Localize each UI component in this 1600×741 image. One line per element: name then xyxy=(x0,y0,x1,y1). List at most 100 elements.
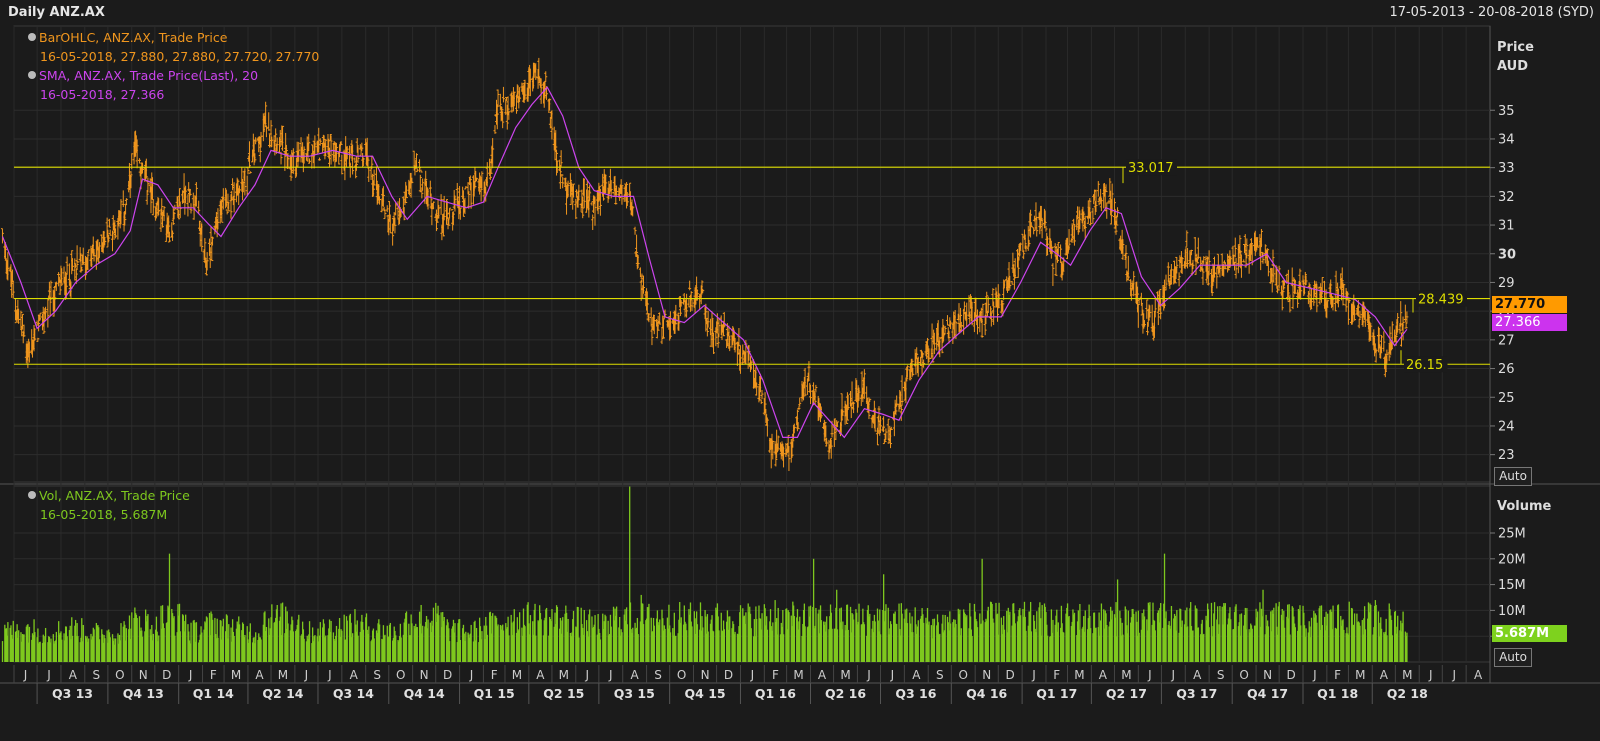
volume-bar xyxy=(416,627,418,662)
volume-bar xyxy=(1157,610,1160,662)
volume-bar xyxy=(553,626,555,662)
volume-bar xyxy=(211,613,213,662)
volume-bar xyxy=(667,628,669,662)
volume-bar xyxy=(1369,603,1371,662)
volume-bar xyxy=(630,629,632,662)
volume-bar xyxy=(275,609,278,662)
volume-bar xyxy=(1315,615,1317,662)
volume-bar xyxy=(512,621,515,662)
volume-bar xyxy=(847,629,849,662)
volume-bar xyxy=(679,622,682,662)
volume-bar xyxy=(894,611,896,662)
volume-bar xyxy=(712,630,714,662)
volume-bar xyxy=(1205,615,1207,662)
volume-bar xyxy=(362,629,365,662)
volume-bar xyxy=(518,629,520,662)
volume-bar xyxy=(1056,631,1059,662)
volume-bar xyxy=(792,601,794,662)
volume-bar xyxy=(589,609,591,662)
volume-bar xyxy=(813,628,816,662)
volume-bar xyxy=(695,611,698,662)
volume-bar xyxy=(527,602,529,662)
volume-bar xyxy=(1250,625,1253,662)
volume-bar xyxy=(58,634,61,662)
volume-bar xyxy=(381,638,383,662)
volume-bar xyxy=(1146,619,1148,662)
volume-bar xyxy=(637,634,639,662)
title-bar: Daily ANZ.AX 17-05-2013 - 20-08-2018 (SY… xyxy=(0,0,1600,26)
volume-bar xyxy=(1152,602,1154,662)
volume-bar xyxy=(895,623,897,662)
volume-bar xyxy=(936,625,938,662)
volume-bar xyxy=(753,619,756,662)
volume-bar xyxy=(705,616,707,662)
volume-bar xyxy=(747,603,749,662)
volume-bar xyxy=(140,627,142,662)
volume-bar xyxy=(445,625,448,662)
volume-bar xyxy=(1364,629,1367,662)
volume-bar xyxy=(206,617,208,662)
volume-bar xyxy=(422,625,424,662)
volume-bar xyxy=(97,625,99,662)
volume-bar xyxy=(15,631,18,662)
volume-bar xyxy=(291,616,293,662)
volume-bar xyxy=(243,637,245,662)
volume-bar xyxy=(253,637,255,662)
volume-bar xyxy=(410,614,412,662)
volume-bar xyxy=(742,608,744,662)
volume-bar xyxy=(658,625,660,662)
volume-bar xyxy=(1267,626,1270,662)
volume-bar xyxy=(214,617,216,662)
volume-bar xyxy=(651,631,653,662)
volume-bar xyxy=(1310,617,1313,662)
volume-bar xyxy=(812,558,815,662)
volume-bar xyxy=(772,622,774,662)
volume-bar xyxy=(290,624,292,662)
volume-bar xyxy=(91,639,93,662)
volume-bar xyxy=(1246,608,1248,662)
volume-bar xyxy=(782,610,784,662)
volume-bar xyxy=(1380,617,1382,662)
volume-bar xyxy=(1137,610,1140,662)
volume-bar xyxy=(1066,607,1068,662)
volume-bar xyxy=(1211,636,1213,662)
volume-bar xyxy=(1330,609,1332,662)
volume-bar xyxy=(1405,635,1407,662)
volume-bar xyxy=(333,638,335,662)
volume-bar xyxy=(107,642,109,662)
volume-bar xyxy=(1006,632,1009,662)
volume-bar xyxy=(572,610,575,662)
volume-bar xyxy=(1173,618,1175,662)
volume-bar xyxy=(556,606,559,662)
volume-bar xyxy=(636,617,639,662)
volume-bar xyxy=(415,623,417,662)
volume-bar xyxy=(914,607,916,662)
volume-bar xyxy=(683,605,685,662)
volume-bar xyxy=(566,631,569,662)
volume-bar xyxy=(1270,611,1272,662)
volume-bar xyxy=(560,633,562,662)
volume-bar xyxy=(723,629,725,662)
volume-bar xyxy=(53,643,55,662)
volume-bar xyxy=(88,638,90,662)
volume-bar xyxy=(615,606,618,662)
volume-bar xyxy=(1181,620,1183,662)
volume-bar xyxy=(1393,611,1396,662)
volume-bar xyxy=(75,636,78,662)
volume-bar xyxy=(205,616,208,662)
volume-bar xyxy=(877,620,879,662)
volume-bar xyxy=(17,637,19,662)
volume-bar xyxy=(645,618,648,662)
volume-bar xyxy=(615,615,617,662)
volume-bar xyxy=(985,618,987,662)
volume-bar xyxy=(486,634,488,662)
volume-bar xyxy=(1332,605,1334,662)
volume-bar xyxy=(319,622,321,662)
volume-bar xyxy=(959,609,961,662)
volume-bar xyxy=(368,626,370,662)
volume-bar xyxy=(921,608,923,662)
volume-bar xyxy=(1098,612,1100,662)
volume-bar xyxy=(964,614,966,662)
volume-bar xyxy=(64,640,66,662)
